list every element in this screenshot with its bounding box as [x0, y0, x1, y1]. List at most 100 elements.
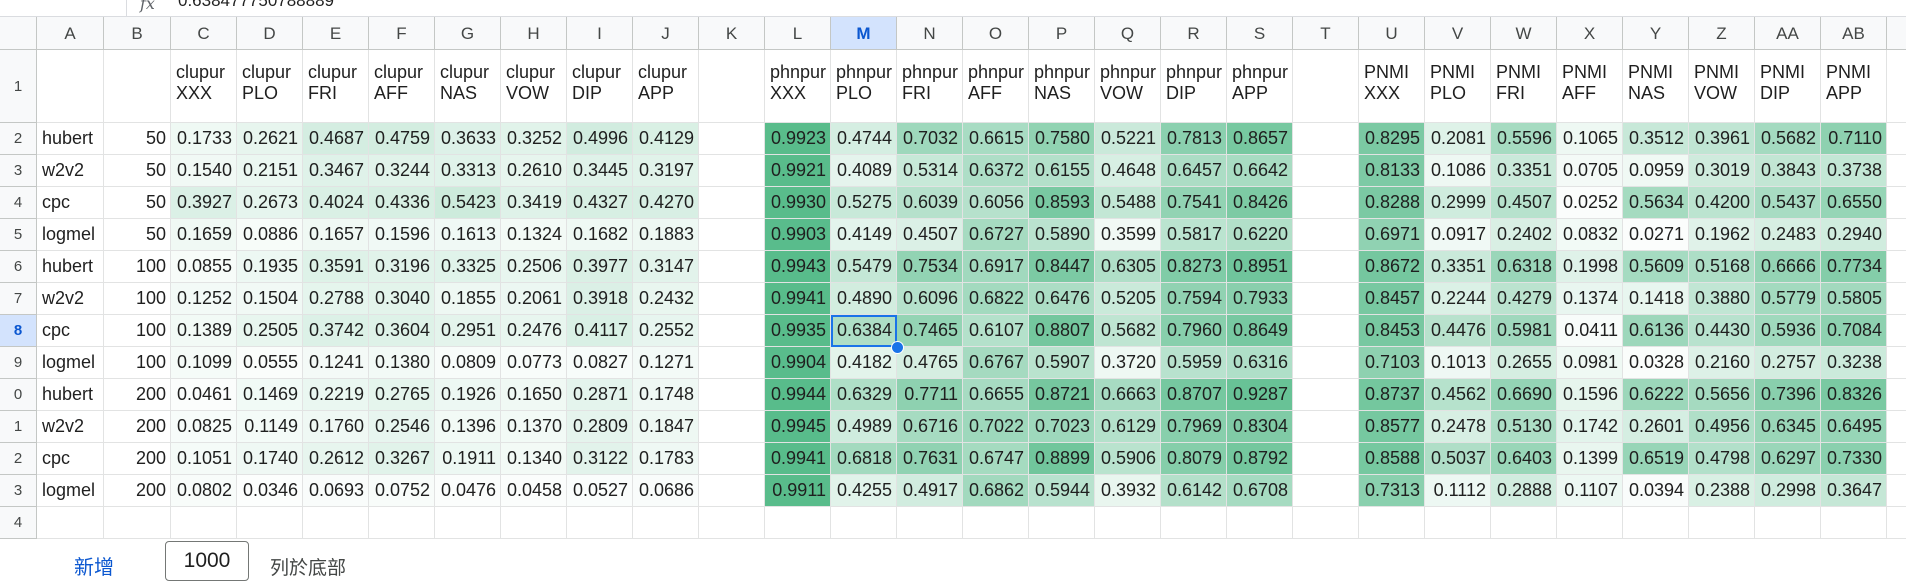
header-cell[interactable]: phnpur DIP — [1161, 50, 1227, 123]
data-cell[interactable]: 0.8577 — [1359, 411, 1425, 443]
data-cell[interactable]: 0.0752 — [369, 475, 435, 507]
data-cell[interactable] — [1293, 379, 1359, 411]
data-cell[interactable]: 0.2940 — [1821, 219, 1887, 251]
data-cell[interactable]: 0.6136 — [1623, 315, 1689, 347]
data-cell[interactable]: 0.8079 — [1161, 443, 1227, 475]
data-cell[interactable]: 0.2788 — [303, 283, 369, 315]
row-header[interactable]: 3 — [0, 155, 37, 187]
rows-count-input[interactable] — [165, 541, 249, 581]
data-cell[interactable]: 0.3147 — [633, 251, 699, 283]
data-cell[interactable]: 0.6690 — [1491, 379, 1557, 411]
column-header-d[interactable]: D — [237, 17, 303, 50]
column-header-ac[interactable]: AC — [1887, 17, 1906, 50]
data-cell[interactable]: 0.7580 — [1029, 123, 1095, 155]
row-header[interactable]: 6 — [0, 251, 37, 283]
data-cell[interactable]: 0.4149 — [831, 219, 897, 251]
empty-cell[interactable] — [831, 507, 897, 539]
empty-cell[interactable] — [237, 507, 303, 539]
empty-cell[interactable] — [37, 507, 104, 539]
data-cell[interactable] — [1293, 187, 1359, 219]
data-cell[interactable] — [1293, 283, 1359, 315]
header-cell[interactable]: phnpur PLO — [831, 50, 897, 123]
data-cell[interactable]: 0.5959 — [1161, 347, 1227, 379]
data-cell[interactable]: 0.0917 — [1425, 219, 1491, 251]
data-cell[interactable]: 0.1065 — [1557, 123, 1623, 155]
data-cell[interactable]: 0.1086 — [1425, 155, 1491, 187]
empty-cell[interactable] — [435, 507, 501, 539]
data-cell[interactable] — [699, 251, 765, 283]
data-cell[interactable]: 0.0802 — [171, 475, 237, 507]
empty-cell[interactable] — [303, 507, 369, 539]
data-cell[interactable]: 0.8326 — [1821, 379, 1887, 411]
column-header-s[interactable]: S — [1227, 17, 1293, 50]
data-cell[interactable]: 0.1380 — [369, 347, 435, 379]
data-cell[interactable]: 0.5596 — [1491, 123, 1557, 155]
data-cell[interactable]: 0.1935 — [237, 251, 303, 283]
data-cell[interactable]: 0.7711 — [897, 379, 963, 411]
model-name-cell[interactable]: hubert — [37, 379, 104, 411]
data-cell[interactable]: 0.9903 — [765, 219, 831, 251]
data-cell[interactable]: 0.4089 — [831, 155, 897, 187]
data-cell[interactable]: 0.7313 — [1359, 475, 1425, 507]
data-cell[interactable]: 0.5981 — [1491, 315, 1557, 347]
data-cell[interactable]: 0.0832 — [1557, 219, 1623, 251]
data-cell[interactable]: 0.7022 — [963, 411, 1029, 443]
data-cell[interactable]: 0.4562 — [1425, 379, 1491, 411]
data-cell[interactable]: 0.8453 — [1359, 315, 1425, 347]
header-cell[interactable]: clupur FRI — [303, 50, 369, 123]
data-cell[interactable]: 0.2151 — [237, 155, 303, 187]
column-header-u[interactable]: U — [1359, 17, 1425, 50]
data-cell[interactable]: 0.2160 — [1689, 347, 1755, 379]
data-cell[interactable]: 0.5423 — [435, 187, 501, 219]
header-cell[interactable]: PNMI AFF — [1557, 50, 1623, 123]
data-cell[interactable]: 0.6519 — [1623, 443, 1689, 475]
data-cell[interactable]: 0.1374 — [1557, 283, 1623, 315]
data-cell[interactable]: 0.3238 — [1821, 347, 1887, 379]
model-name-cell[interactable]: w2v2 — [37, 411, 104, 443]
data-cell[interactable]: 0.9941 — [765, 283, 831, 315]
empty-cell[interactable] — [963, 507, 1029, 539]
data-cell[interactable]: 0.2601 — [1623, 411, 1689, 443]
column-header-x[interactable]: X — [1557, 17, 1623, 50]
data-cell[interactable]: 0.0458 — [501, 475, 567, 507]
data-cell[interactable]: 0.4687 — [303, 123, 369, 155]
cluster-count-cell[interactable]: 200 — [104, 379, 171, 411]
model-name-cell[interactable]: hubert — [37, 251, 104, 283]
empty-cell[interactable] — [1755, 507, 1821, 539]
data-cell[interactable]: 0.3325 — [435, 251, 501, 283]
data-cell[interactable]: 0.7396 — [1755, 379, 1821, 411]
model-name-cell[interactable]: w2v2 — [37, 283, 104, 315]
data-cell[interactable]: 0.1540 — [171, 155, 237, 187]
column-header-h[interactable]: H — [501, 17, 567, 50]
data-cell[interactable]: 0.0705 — [1557, 155, 1623, 187]
data-cell[interactable] — [1887, 219, 1906, 251]
data-cell[interactable]: 0.6767 — [963, 347, 1029, 379]
data-cell[interactable]: 0.5805 — [1821, 283, 1887, 315]
empty-cell[interactable] — [1491, 507, 1557, 539]
row-header[interactable]: 2 — [0, 443, 37, 475]
data-cell[interactable]: 0.1370 — [501, 411, 567, 443]
model-name-cell[interactable]: w2v2 — [37, 155, 104, 187]
data-cell[interactable]: 0.7960 — [1161, 315, 1227, 347]
data-cell[interactable]: 0.5890 — [1029, 219, 1095, 251]
data-cell[interactable]: 0.5817 — [1161, 219, 1227, 251]
row-header[interactable]: 7 — [0, 283, 37, 315]
data-cell[interactable]: 0.1107 — [1557, 475, 1623, 507]
data-cell[interactable] — [699, 155, 765, 187]
data-cell[interactable]: 0.4430 — [1689, 315, 1755, 347]
selected-cell[interactable]: 0.6384 — [831, 315, 897, 347]
data-cell[interactable] — [699, 283, 765, 315]
data-cell[interactable]: 0.1760 — [303, 411, 369, 443]
data-cell[interactable]: 0.0886 — [237, 219, 303, 251]
header-cell[interactable]: PNMI VOW — [1689, 50, 1755, 123]
data-cell[interactable]: 0.6666 — [1755, 251, 1821, 283]
data-cell[interactable] — [1887, 411, 1906, 443]
data-cell[interactable]: 0.1657 — [303, 219, 369, 251]
cluster-count-cell[interactable]: 200 — [104, 475, 171, 507]
data-cell[interactable] — [1887, 123, 1906, 155]
data-cell[interactable] — [699, 347, 765, 379]
column-header-o[interactable]: O — [963, 17, 1029, 50]
data-cell[interactable]: 0.6305 — [1095, 251, 1161, 283]
row-header[interactable]: 3 — [0, 475, 37, 507]
data-cell[interactable]: 0.2388 — [1689, 475, 1755, 507]
